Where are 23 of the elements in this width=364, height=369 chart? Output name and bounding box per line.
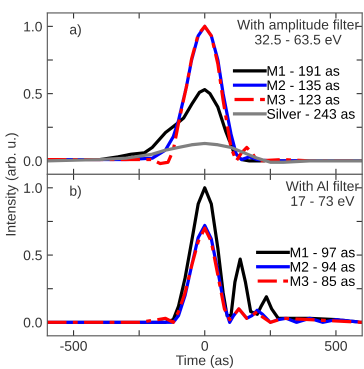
y-tick-label: 0.0 [24, 156, 42, 166]
legend-label: M1 - 191 as [268, 66, 340, 76]
legend-label: M3 - 123 as [268, 94, 340, 105]
annotation: a) [70, 24, 81, 38]
y-axis-title: Intensity (arb. u.) [5, 133, 18, 236]
annotation: With amplitude filter 32.5 - 63.5 eV [237, 19, 359, 45]
legend-label: M3 - 85 as [290, 276, 355, 286]
x-tick-label: -500 [60, 341, 87, 351]
annotation: b) [70, 186, 81, 199]
legend-label: M1 - 97 as [290, 248, 355, 258]
y-tick-label: 0.5 [24, 88, 42, 99]
y-tick-label: 1.0 [24, 183, 42, 193]
x-tick-label: 500 [324, 341, 347, 351]
y-tick-label: 0.0 [24, 318, 42, 328]
y-tick-label: 0.5 [24, 250, 42, 260]
legend-label: M2 - 94 as [290, 262, 355, 272]
line-series [47, 142, 362, 164]
y-tick-label: 1.0 [24, 22, 42, 32]
x-tick-label: 0 [201, 341, 208, 351]
legend-label: M2 - 135 as [268, 80, 340, 90]
annotation: With Al filter 17 - 73 eV [286, 180, 359, 206]
x-axis-title: Time (as) [176, 354, 233, 368]
legend-label: Silver - 243 as [267, 108, 355, 119]
